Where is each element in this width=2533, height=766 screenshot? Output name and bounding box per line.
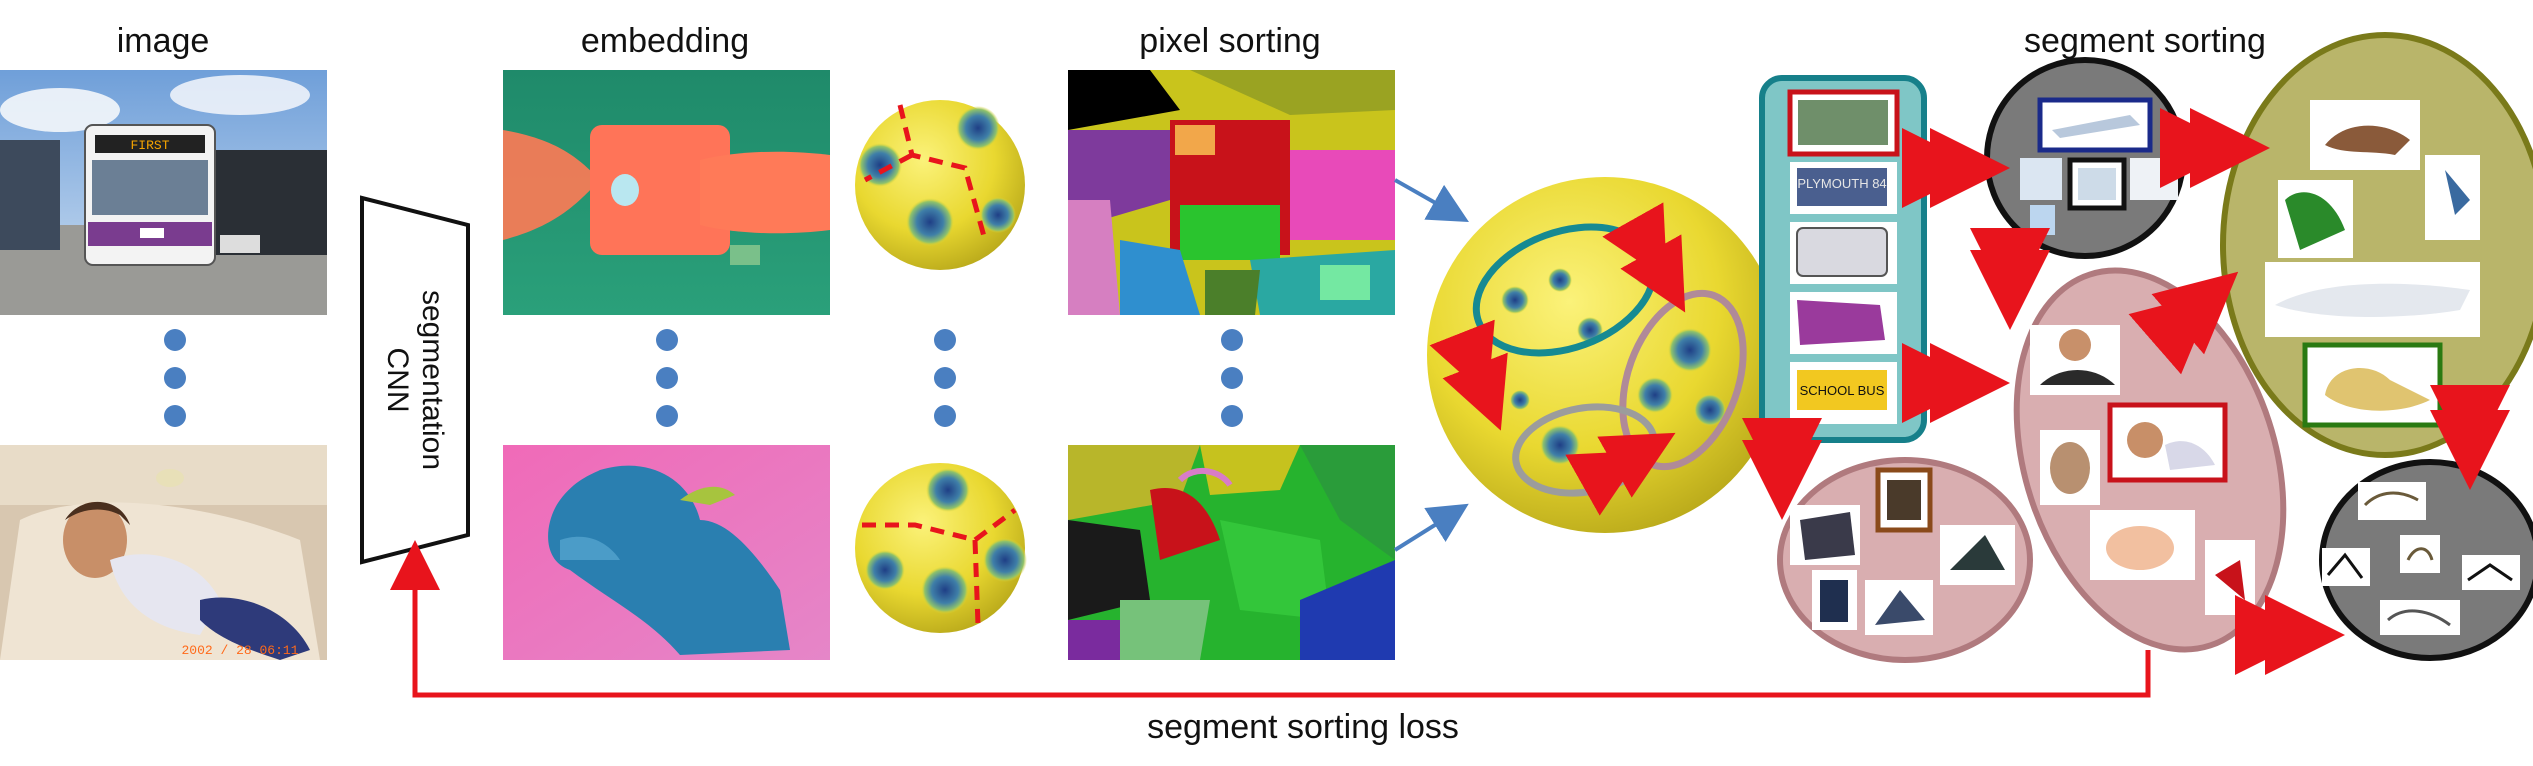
heading-image: image bbox=[117, 22, 210, 60]
loss-feedback-arrow bbox=[390, 540, 2151, 698]
input-image-bus: FIRST bbox=[0, 70, 327, 315]
cluster-sketches bbox=[2319, 459, 2533, 661]
arrow-pixel-to-sphere-bottom bbox=[1393, 503, 1469, 552]
heading-embedding: embedding bbox=[581, 22, 749, 60]
bus-sign-text: FIRST bbox=[130, 138, 169, 153]
segmentation-cnn: segmentation CNN bbox=[360, 195, 470, 565]
embedding-sphere-bottom bbox=[855, 463, 1027, 633]
heading-segment-sorting: segment sorting bbox=[2024, 22, 2266, 60]
pixel-sorting-map-boy bbox=[1068, 445, 1395, 660]
ellipsis-dots-image bbox=[164, 329, 186, 427]
school-bus-text: SCHOOL BUS bbox=[1800, 383, 1885, 398]
cluster-planes bbox=[1984, 57, 2186, 259]
ellipsis-dots-sphere bbox=[934, 329, 956, 427]
loss-label: segment sorting loss bbox=[1147, 708, 1459, 746]
pixel-sorting-map-bus bbox=[1068, 70, 1395, 315]
embedding-sphere-top bbox=[855, 100, 1025, 270]
heading-pixel-sorting: pixel sorting bbox=[1139, 22, 1320, 60]
cluster-bus: PLYMOUTH 84 SCHOOL BUS bbox=[1759, 75, 1927, 443]
cluster-push-arrows bbox=[1742, 108, 2510, 675]
cluster-people bbox=[2013, 267, 2287, 653]
photo-timestamp: 2002 / 28 06:11 bbox=[181, 643, 298, 658]
ellipsis-dots-pixel bbox=[1221, 329, 1243, 427]
ellipsis-dots-embedding bbox=[656, 329, 678, 427]
cnn-label-line2: CNN bbox=[381, 348, 414, 413]
cluster-objects bbox=[1777, 457, 2033, 663]
cluster-birds bbox=[2220, 32, 2533, 458]
embedding-map-bus bbox=[503, 70, 830, 315]
embedding-map-boy bbox=[503, 445, 830, 660]
input-image-boy: 2002 / 28 06:11 bbox=[0, 445, 327, 660]
sphere-push-arrows bbox=[1429, 202, 1686, 516]
clustered-sphere bbox=[1427, 177, 1783, 533]
arrow-pixel-to-sphere-top bbox=[1394, 178, 1469, 222]
bus-destination-text: PLYMOUTH 84 bbox=[1797, 176, 1886, 191]
cnn-label-line1: segmentation bbox=[416, 290, 449, 470]
